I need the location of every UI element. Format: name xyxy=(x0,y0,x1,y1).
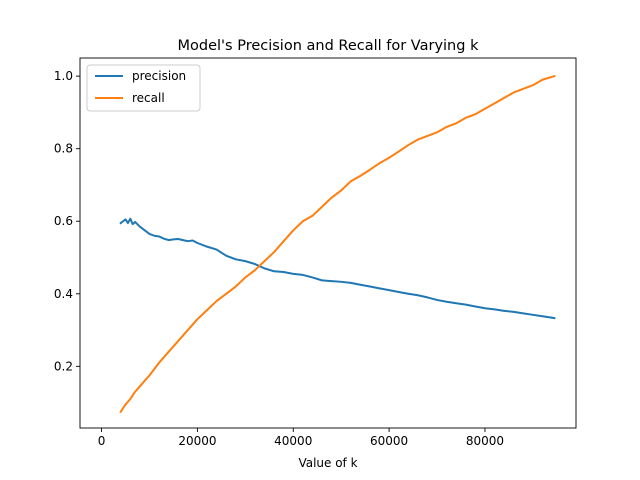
legend-label-recall: recall xyxy=(132,91,165,105)
plot-area xyxy=(79,57,577,429)
y-tick-label: 0.8 xyxy=(54,142,73,156)
legend: precision recall xyxy=(86,64,201,112)
y-tick-label: 0.6 xyxy=(54,214,73,228)
x-tick-label: 20000 xyxy=(178,434,216,448)
chart-title: Model's Precision and Recall for Varying… xyxy=(178,38,480,54)
y-tick-label: 1.0 xyxy=(54,69,73,83)
x-tick-label: 40000 xyxy=(274,434,312,448)
x-axis-label: Value of k xyxy=(298,456,357,470)
x-tick-label: 60000 xyxy=(370,434,408,448)
y-tick-label: 0.4 xyxy=(54,287,73,301)
series-layer xyxy=(119,74,556,414)
y-axis-ticks: 0.2 0.4 0.6 0.8 1.0 xyxy=(54,69,80,373)
series-line-recall xyxy=(119,74,556,414)
x-tick-label: 0 xyxy=(98,434,106,448)
x-tick-label: 80000 xyxy=(466,434,504,448)
x-axis-ticks: 0 20000 40000 60000 80000 xyxy=(98,428,504,448)
y-tick-label: 0.2 xyxy=(54,359,73,373)
series-line-precision xyxy=(119,217,556,320)
legend-label-precision: precision xyxy=(132,69,186,83)
